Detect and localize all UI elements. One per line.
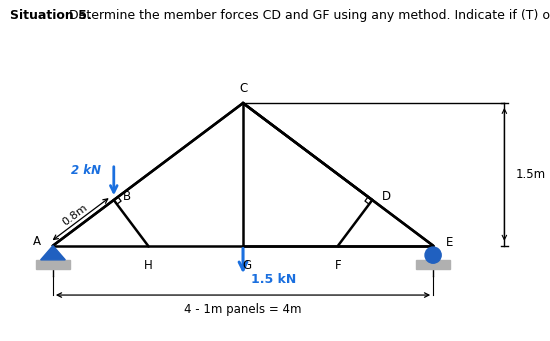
Text: B: B bbox=[123, 190, 131, 203]
Text: E: E bbox=[446, 236, 453, 249]
Text: F: F bbox=[335, 259, 342, 272]
Text: 2 kN: 2 kN bbox=[72, 164, 101, 177]
Bar bbox=[416, 261, 450, 269]
Text: Determine the member forces CD and GF using any method. Indicate if (T) or (C).: Determine the member forces CD and GF us… bbox=[65, 9, 550, 21]
Text: H: H bbox=[144, 259, 152, 272]
Text: Situation 5.: Situation 5. bbox=[10, 9, 91, 21]
Text: 4 - 1m panels = 4m: 4 - 1m panels = 4m bbox=[184, 303, 302, 316]
Text: C: C bbox=[239, 81, 247, 94]
Bar bbox=[36, 261, 70, 269]
Text: A: A bbox=[32, 235, 41, 248]
Text: 1.5 kN: 1.5 kN bbox=[251, 273, 296, 286]
Text: D: D bbox=[382, 190, 391, 203]
Text: G: G bbox=[242, 259, 251, 272]
Text: 0.8m: 0.8m bbox=[60, 203, 90, 228]
Circle shape bbox=[425, 247, 441, 263]
Text: 1.5m: 1.5m bbox=[516, 168, 546, 181]
Polygon shape bbox=[41, 246, 65, 260]
